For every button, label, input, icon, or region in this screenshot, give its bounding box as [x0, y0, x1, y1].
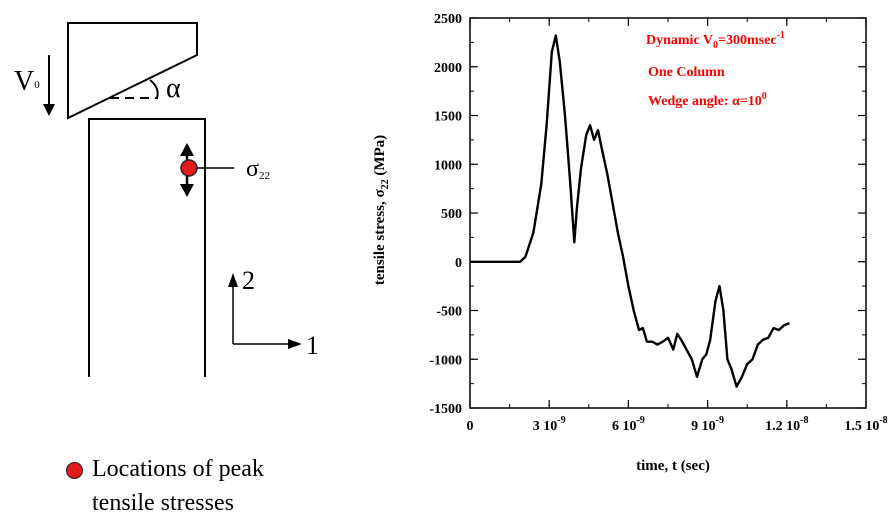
- stress-time-chart: 0 3 10-9 6 10-9 9 10-9 1.2 10-8 1.5 10-8 -1500…: [372, 12, 888, 474]
- stress-series-line: [470, 34, 790, 388]
- velocity-label: V0: [14, 66, 40, 97]
- x-tick-label: 1.2 10-8: [765, 415, 808, 434]
- stress-arrowhead-down: [180, 184, 194, 197]
- legend-line-1: Locations of peak: [92, 456, 264, 482]
- x-tick-label: 6 10-9: [612, 415, 645, 434]
- legend-text: Locations of peak tensile stresses: [92, 452, 362, 520]
- x-tick-label: 1.5 10-8: [844, 415, 887, 434]
- angle-arc: [149, 79, 159, 99]
- x-tick-label: 0: [467, 419, 474, 434]
- y-axis-title: tensile stress, σ22 (MPa): [372, 135, 391, 285]
- angle-label: α: [166, 73, 181, 104]
- axis-1-arrowhead: [288, 339, 302, 349]
- y-tick-label: 500: [441, 207, 462, 222]
- axis-2-arrowhead: [228, 273, 238, 287]
- x-axis-title: time, t (sec): [636, 458, 710, 474]
- column-outline: [88, 118, 206, 377]
- y-tick-label: -500: [436, 305, 462, 320]
- annotation-velocity: Dynamic V0=300msec-1: [646, 30, 785, 51]
- axis-2-label: 2: [242, 266, 255, 295]
- y-tick-label: -1000: [429, 353, 462, 368]
- wedge-shape: [67, 22, 198, 120]
- y-tick-label: -1500: [429, 402, 462, 417]
- y-tick-label: 1000: [434, 158, 462, 173]
- peak-stress-marker: [180, 159, 198, 177]
- x-tick-label: 3 10-9: [533, 415, 566, 434]
- velocity-arrowhead: [43, 104, 55, 116]
- axis-1-label: 1: [306, 331, 319, 360]
- legend-marker-icon: [66, 462, 83, 479]
- y-tick-label: 0: [455, 256, 462, 271]
- stress-label: σ22: [246, 156, 270, 182]
- y-tick-label: 1500: [434, 110, 462, 125]
- y-tick-label: 2000: [434, 61, 462, 76]
- annotation-wedge: Wedge angle: α=100: [648, 91, 767, 109]
- stress-arrowhead-up: [180, 143, 194, 156]
- annotation-column: One Column: [648, 65, 725, 80]
- y-tick-label: 2500: [434, 12, 462, 27]
- wedge-column-diagram: α V0 σ22 2 1: [14, 22, 319, 377]
- legend-line-2: tensile stresses: [92, 490, 234, 516]
- x-tick-label: 9 10-9: [691, 415, 724, 434]
